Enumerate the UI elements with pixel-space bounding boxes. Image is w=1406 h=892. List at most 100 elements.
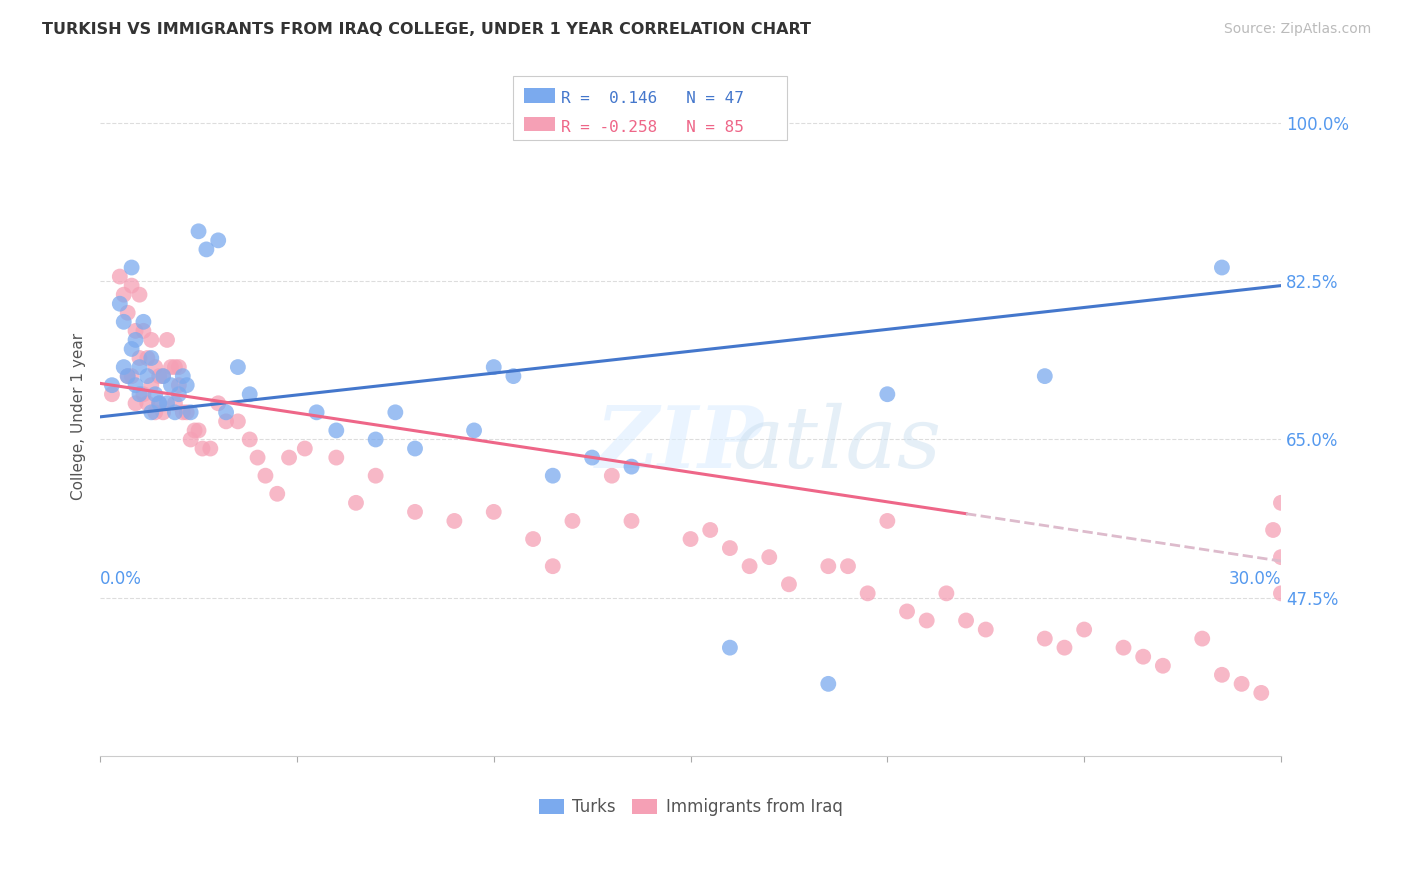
Point — [404, 505, 426, 519]
Point — [817, 677, 839, 691]
Point — [117, 369, 139, 384]
Point — [124, 324, 146, 338]
Point — [305, 405, 328, 419]
Point — [1211, 668, 1233, 682]
Point — [160, 378, 183, 392]
Point — [121, 369, 143, 384]
Point — [136, 351, 159, 365]
Point — [128, 287, 150, 301]
Point — [128, 387, 150, 401]
Point — [101, 387, 124, 401]
Point — [132, 315, 155, 329]
Point — [152, 369, 174, 384]
Point — [163, 405, 186, 419]
Point — [152, 405, 174, 419]
Point — [112, 315, 135, 329]
Point — [679, 532, 702, 546]
Point — [176, 378, 198, 392]
Point — [718, 541, 741, 555]
Point — [121, 342, 143, 356]
Point — [384, 405, 406, 419]
Point — [364, 468, 387, 483]
Point — [246, 450, 269, 465]
Point — [180, 405, 202, 419]
Point — [1112, 640, 1135, 655]
Point — [482, 505, 505, 519]
Point — [581, 450, 603, 465]
Point — [226, 414, 249, 428]
Point — [195, 243, 218, 257]
Point — [143, 405, 166, 419]
Point — [141, 405, 163, 419]
Point — [108, 296, 131, 310]
Point — [148, 369, 170, 384]
Point — [148, 396, 170, 410]
Text: 30.0%: 30.0% — [1229, 570, 1281, 588]
Point — [482, 360, 505, 375]
Point — [156, 396, 179, 410]
Point — [215, 405, 238, 419]
Point — [117, 369, 139, 384]
Point — [132, 324, 155, 338]
Point — [187, 224, 209, 238]
Point — [620, 514, 643, 528]
Point — [128, 360, 150, 375]
Point — [156, 333, 179, 347]
Point — [112, 287, 135, 301]
Point — [738, 559, 761, 574]
Point — [876, 514, 898, 528]
Point — [148, 396, 170, 410]
Point — [1191, 632, 1213, 646]
Point — [364, 433, 387, 447]
Point — [935, 586, 957, 600]
Point — [718, 640, 741, 655]
Point — [1270, 586, 1292, 600]
Point — [167, 378, 190, 392]
Point — [541, 468, 564, 483]
Point — [344, 496, 367, 510]
Point — [132, 387, 155, 401]
Point — [294, 442, 316, 456]
Point — [124, 333, 146, 347]
Point — [1211, 260, 1233, 275]
Point — [163, 360, 186, 375]
Point — [180, 433, 202, 447]
Text: ZIP: ZIP — [596, 402, 763, 486]
Point — [443, 514, 465, 528]
Point — [191, 442, 214, 456]
Point — [278, 450, 301, 465]
Point — [141, 333, 163, 347]
Point — [856, 586, 879, 600]
Point — [1073, 623, 1095, 637]
Point — [143, 360, 166, 375]
Point — [128, 351, 150, 365]
Y-axis label: College, Under 1 year: College, Under 1 year — [72, 334, 86, 500]
Point — [143, 387, 166, 401]
Point — [463, 424, 485, 438]
Point — [141, 378, 163, 392]
Point — [152, 369, 174, 384]
Point — [1033, 369, 1056, 384]
Text: TURKISH VS IMMIGRANTS FROM IRAQ COLLEGE, UNDER 1 YEAR CORRELATION CHART: TURKISH VS IMMIGRANTS FROM IRAQ COLLEGE,… — [42, 22, 811, 37]
Point — [1033, 632, 1056, 646]
Point — [207, 396, 229, 410]
Point — [136, 369, 159, 384]
Point — [187, 424, 209, 438]
Text: R =  0.146   N = 47: R = 0.146 N = 47 — [561, 91, 744, 106]
Point — [974, 623, 997, 637]
Point — [837, 559, 859, 574]
Text: Source: ZipAtlas.com: Source: ZipAtlas.com — [1223, 22, 1371, 37]
Point — [876, 387, 898, 401]
Point — [1270, 550, 1292, 565]
Point — [915, 614, 938, 628]
Point — [117, 306, 139, 320]
Point — [163, 396, 186, 410]
Point — [758, 550, 780, 565]
Point — [172, 405, 194, 419]
Point — [896, 604, 918, 618]
Point — [955, 614, 977, 628]
Point — [817, 559, 839, 574]
Point — [226, 360, 249, 375]
Point — [183, 424, 205, 438]
Point — [1132, 649, 1154, 664]
